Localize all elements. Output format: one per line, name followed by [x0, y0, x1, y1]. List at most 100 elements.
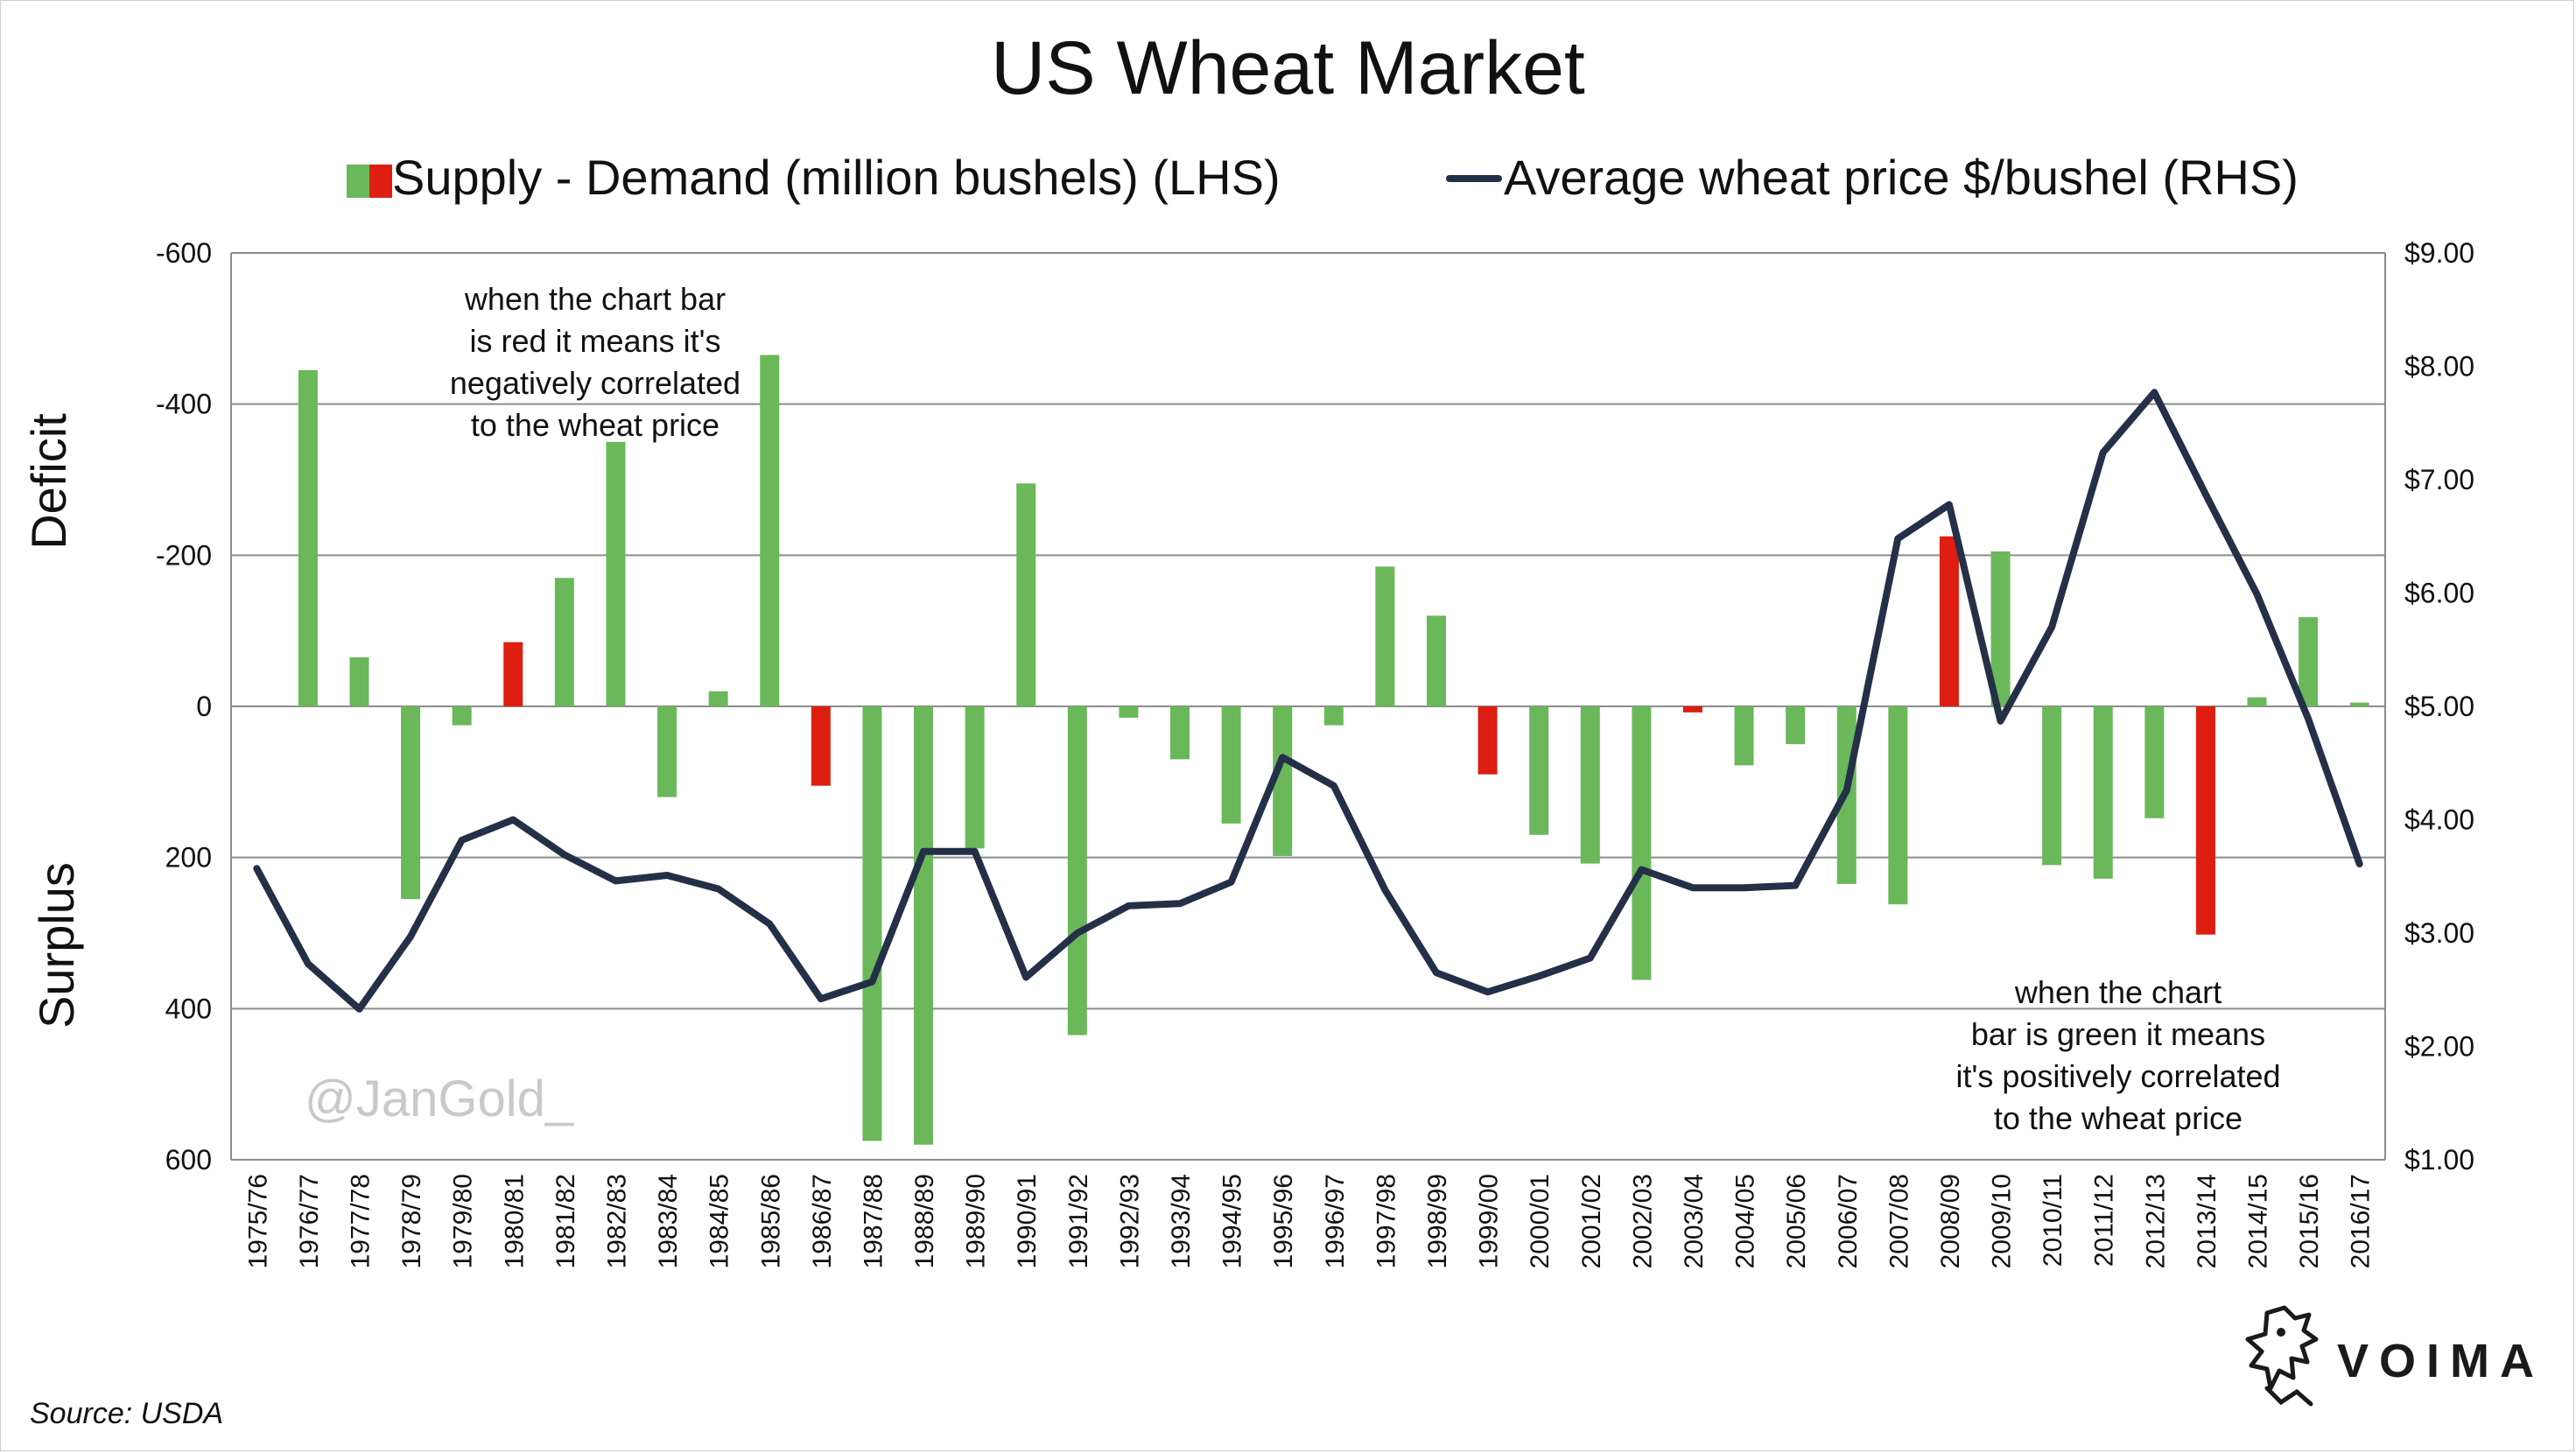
right-tick-label: $9.00	[2404, 237, 2474, 269]
category-label: 1982/83	[602, 1174, 631, 1268]
bar	[1478, 706, 1498, 775]
bar	[554, 578, 574, 706]
bar	[708, 691, 728, 706]
right-tick-label: $8.00	[2404, 351, 2474, 383]
bar	[349, 656, 369, 706]
bar	[503, 642, 523, 706]
category-label: 1977/78	[346, 1174, 375, 1268]
price-line	[253, 389, 2363, 1013]
bar	[1580, 706, 1600, 864]
right-tick-label: $4.00	[2404, 804, 2474, 836]
left-tick-label: 600	[165, 1144, 212, 1176]
left-tick-label: -200	[156, 539, 212, 571]
bar	[2144, 706, 2165, 818]
bar	[1221, 706, 1241, 824]
bar	[2093, 706, 2113, 879]
category-label: 1998/99	[1423, 1174, 1452, 1268]
bar	[1119, 706, 1139, 718]
category-label: 2005/06	[1782, 1174, 1811, 1268]
bar	[298, 369, 318, 706]
category-label: 2001/02	[1577, 1174, 1606, 1268]
right-tick-label: $1.00	[2404, 1144, 2474, 1176]
category-label: 2009/10	[1988, 1174, 2017, 1268]
right-tick-label: $7.00	[2404, 464, 2474, 495]
bar	[1273, 706, 1293, 856]
left-tick-label: -400	[156, 389, 212, 420]
watermark: @JanGold_	[305, 1070, 574, 1127]
category-label: 1975/76	[243, 1174, 272, 1268]
right-tick-label: $5.00	[2404, 691, 2474, 722]
bar	[965, 706, 985, 849]
category-label: 2008/09	[1936, 1174, 1965, 1268]
category-label: 1985/86	[756, 1174, 785, 1268]
bar	[401, 706, 421, 900]
left-tick-label: 200	[165, 842, 212, 874]
bar	[2247, 697, 2267, 706]
category-label: 1983/84	[654, 1174, 683, 1268]
category-label: 2013/14	[2193, 1174, 2222, 1268]
category-label: 1976/77	[295, 1174, 324, 1268]
bar	[1786, 706, 1806, 745]
legend-line-swatch	[1446, 175, 1502, 182]
category-label: 1986/87	[808, 1174, 837, 1268]
bar	[862, 706, 882, 1141]
bar	[760, 354, 780, 706]
source-note: Source: USDA	[30, 1397, 224, 1430]
category-label: 2014/15	[2244, 1174, 2273, 1268]
annotation-green: when the chart bar is green it means it'…	[1955, 974, 2281, 1136]
bar	[2195, 706, 2215, 935]
category-label: 1992/93	[1115, 1174, 1144, 1268]
chart-title: US Wheat Market	[991, 26, 1585, 110]
bar	[1529, 706, 1549, 835]
bar	[1016, 483, 1036, 706]
left-tick-label: 400	[165, 993, 212, 1024]
bar	[1939, 536, 1959, 706]
bar	[1170, 706, 1190, 760]
right-tick-label: $2.00	[2404, 1031, 2474, 1063]
category-label: 1978/79	[397, 1174, 426, 1268]
category-label: 1994/95	[1218, 1174, 1247, 1268]
bar	[1323, 706, 1344, 726]
bar	[811, 706, 831, 786]
category-label: 1993/94	[1167, 1174, 1196, 1268]
category-label: 1989/90	[962, 1174, 991, 1268]
bar	[2299, 617, 2319, 706]
legend-bar-swatch	[347, 151, 392, 212]
right-tick-label: $3.00	[2404, 917, 2474, 949]
annotation-red: when the chart bar is red it means it's …	[449, 281, 741, 443]
category-label: 2000/01	[1526, 1174, 1555, 1268]
category-label: 2015/16	[2295, 1174, 2324, 1268]
bar	[1375, 566, 1395, 706]
category-label: 1987/88	[859, 1174, 888, 1268]
right-tick-label: $6.00	[2404, 578, 2474, 609]
bar	[914, 706, 934, 1145]
category-label: 1981/82	[551, 1174, 580, 1268]
brand-logo: VOIMA	[2241, 1304, 2547, 1418]
bar	[1990, 551, 2011, 706]
category-label: 2010/11	[2039, 1174, 2067, 1267]
category-label: 2002/03	[1628, 1174, 1657, 1268]
category-label: 2016/17	[2347, 1174, 2376, 1268]
left-tick-label: 0	[196, 691, 212, 722]
legend-bar-label: Supply - Demand (million bushels) (LHS)	[392, 150, 1281, 205]
left-tick-label: -600	[156, 237, 212, 269]
category-label: 2011/12	[2090, 1174, 2119, 1267]
category-label: 1988/89	[910, 1174, 939, 1268]
category-label: 1999/00	[1475, 1174, 1504, 1268]
bar	[657, 706, 677, 797]
category-label: 2012/13	[2141, 1174, 2170, 1268]
bar	[606, 441, 626, 706]
bar	[1682, 706, 1702, 712]
bar	[1632, 706, 1652, 980]
bar	[1067, 706, 1087, 1035]
category-label: 1979/80	[449, 1174, 478, 1268]
category-label: 1990/91	[1013, 1174, 1042, 1268]
bar	[1426, 615, 1446, 706]
category-label: 1995/96	[1269, 1174, 1298, 1268]
bar	[2349, 702, 2369, 706]
bar	[1734, 706, 1754, 766]
category-label: 2007/08	[1885, 1174, 1913, 1268]
category-label: 1991/92	[1064, 1174, 1093, 1268]
